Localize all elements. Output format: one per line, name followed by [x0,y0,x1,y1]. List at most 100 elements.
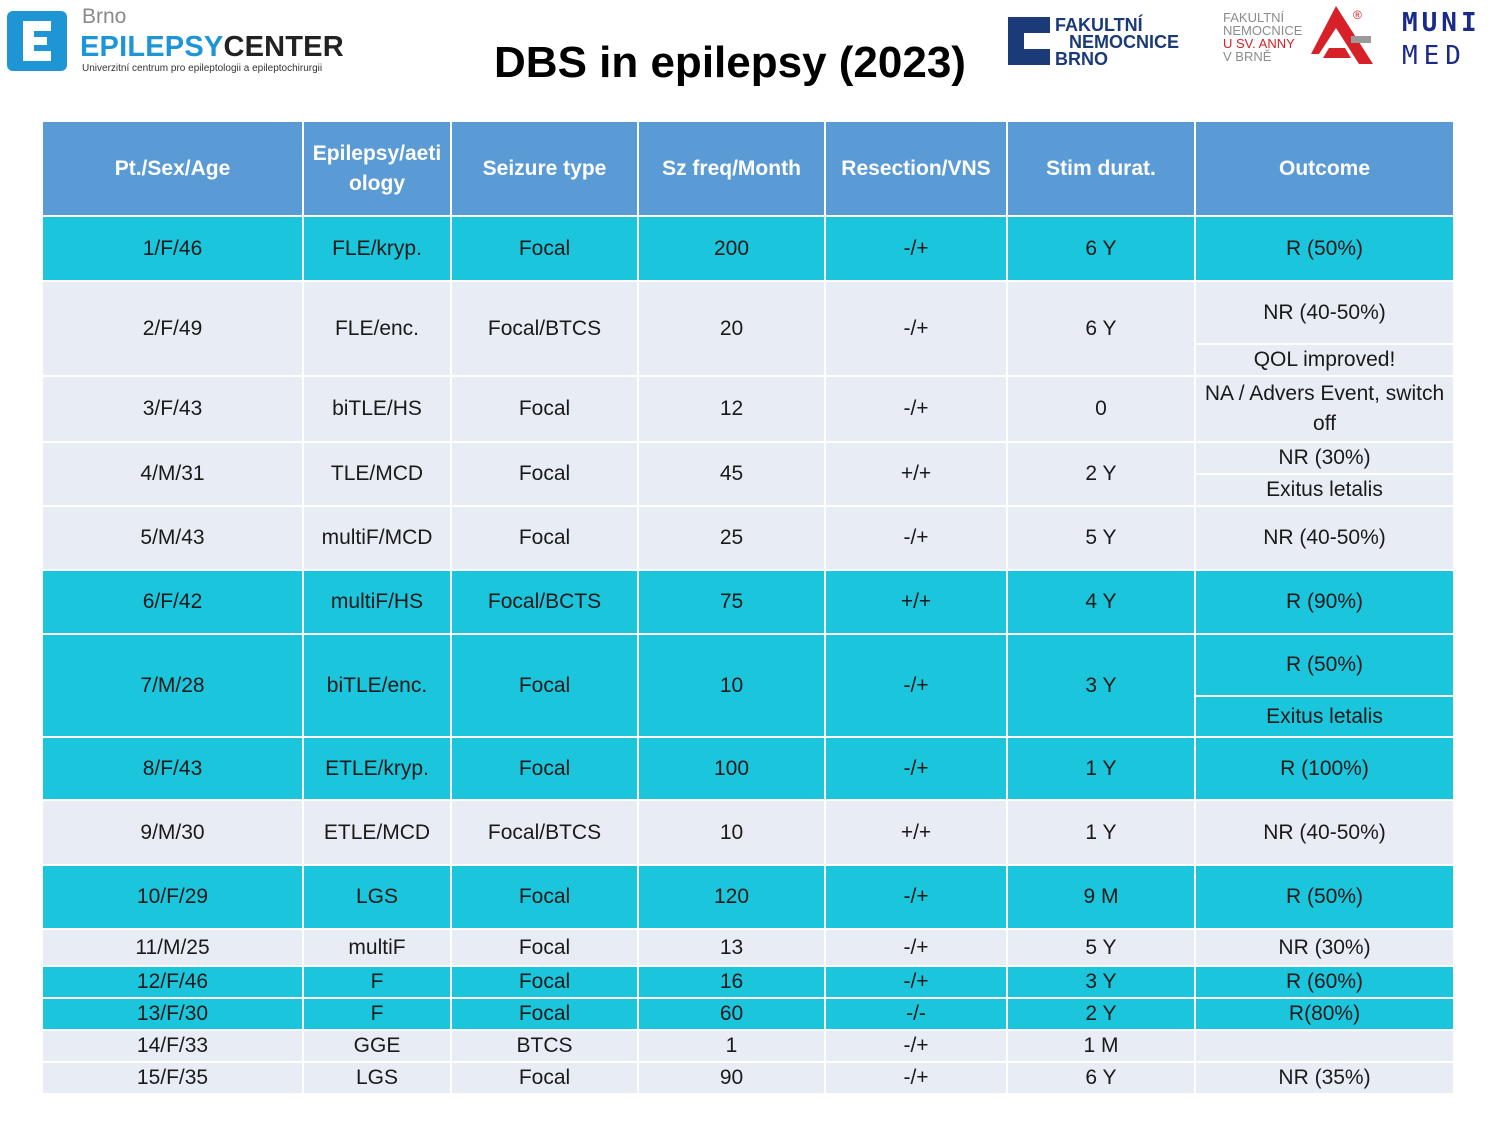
cell-outcome: NR (30%) [1194,928,1455,967]
table-row-continuation: QOL improved! [42,343,1455,377]
muni-text: MUNI [1402,8,1481,38]
fn-brno-text: FAKULTNÍ NEMOCNICE BRNO [1055,15,1179,69]
cell-resection-vns: -/+ [824,280,1008,377]
cell-sz-freq: 10 [637,633,826,738]
table-row: 4/M/31 TLE/MCD Focal 45 +/+ 2 Y NR (30%) [41,441,1455,507]
cell-outcome [1194,1029,1455,1063]
cell-aetiology: TLE/MCD [302,441,452,507]
table-row: 11/M/25 multiF Focal 13 -/+ 5 Y NR (30%) [41,928,1455,967]
cell-resection-vns: -/+ [824,965,1008,999]
anna-text: FAKULTNÍ NEMOCNICE U SV. ANNY V BRNĚ [1223,11,1302,63]
cell-outcome: R(80%) [1194,997,1455,1031]
cell-patient: 13/F/30 [41,997,304,1031]
cell-stim-duration: 2 Y [1006,441,1196,507]
cell-stim-duration: 4 Y [1006,569,1196,635]
cell-outcome: R (90%) [1194,569,1455,635]
cell-outcome-note: Exitus letalis [1194,695,1455,738]
cell-outcome: R (60%) [1194,965,1455,999]
anna-line2: NEMOCNICE [1223,23,1303,38]
cell-aetiology: GGE [302,1029,452,1063]
cell-seizure-type: Focal [450,1061,639,1095]
cell-resection-vns: +/+ [824,799,1008,866]
table-row: 9/M/30 ETLE/MCD Focal/BTCS 10 +/+ 1 Y NR… [41,799,1455,866]
cell-patient: 12/F/46 [41,965,304,999]
cell-stim-duration: 3 Y [1006,633,1196,738]
table-row: 14/F/33 GGE BTCS 1 -/+ 1 M [41,1029,1455,1063]
cell-patient: 15/F/35 [41,1061,304,1095]
cell-stim-duration: 1 Y [1006,736,1196,801]
cell-seizure-type: Focal/BTCS [450,799,639,866]
cell-seizure-type: BTCS [450,1029,639,1063]
cell-stim-duration: 6 Y [1006,1061,1196,1095]
cell-seizure-type: Focal [450,505,639,571]
column-header: Stim durat. [1006,120,1196,217]
table-row: 5/M/43 multiF/MCD Focal 25 -/+ 5 Y NR (4… [41,505,1455,571]
cell-stim-duration: 5 Y [1006,928,1196,967]
cell-aetiology: F [302,997,452,1031]
anna-line1: FAKULTNÍ [1223,10,1285,25]
logo-subtitle: Univerzitní centrum pro epileptologii a … [82,63,323,74]
cell-resection-vns: +/+ [824,441,1008,507]
cell-seizure-type: Focal [450,441,639,507]
page-title: DBS in epilepsy (2023) [494,38,966,87]
cell-aetiology: biTLE/HS [302,375,452,443]
cell-outcome: NR (30%) [1194,441,1455,475]
cell-outcome: NR (40-50%) [1194,505,1455,571]
dbs-patient-table: Pt./Sex/Age Epilepsy/aeti ology Seizure … [41,120,1455,1095]
table-row: 1/F/46 FLE/kryp. Focal 200 -/+ 6 Y R (50… [41,215,1455,282]
cell-seizure-type: Focal [450,997,639,1031]
cell-patient: 10/F/29 [41,864,304,930]
logo-name-part2: CENTER [223,31,344,63]
column-header: Resection/VNS [824,120,1008,217]
fn-anna-logo: FAKULTNÍ NEMOCNICE U SV. ANNY V BRNĚ ® [1223,6,1393,66]
cell-sz-freq: 12 [637,375,826,443]
cell-stim-duration: 2 Y [1006,997,1196,1031]
cell-seizure-type: Focal [450,215,639,282]
cell-aetiology: LGS [302,1061,452,1095]
table-row: 10/F/29 LGS Focal 120 -/+ 9 M R (50%) [41,864,1455,930]
cell-aetiology: ETLE/MCD [302,799,452,866]
table-row: 3/F/43 biTLE/HS Focal 12 -/+ 0 NA / Adve… [41,375,1455,443]
cell-outcome: R (50%) [1194,864,1455,930]
cell-seizure-type: Focal/BCTS [450,569,639,635]
cell-outcome: R (50%) [1194,215,1455,282]
cell-patient: 3/F/43 [41,375,304,443]
cell-patient: 9/M/30 [41,799,304,866]
fn-line3: BRNO [1055,49,1108,69]
cell-seizure-type: Focal/BTCS [450,280,639,377]
e-letter-icon [7,11,67,71]
cell-outcome-note: QOL improved! [1194,343,1455,377]
column-header: Sz freq/Month [637,120,826,217]
table-header-row: Pt./Sex/Age Epilepsy/aeti ology Seizure … [41,120,1455,217]
cell-resection-vns: -/+ [824,736,1008,801]
cell-patient: 8/F/43 [41,736,304,801]
cell-stim-duration: 9 M [1006,864,1196,930]
cell-sz-freq: 1 [637,1029,826,1063]
cell-stim-duration: 1 Y [1006,799,1196,866]
cell-patient: 6/F/42 [41,569,304,635]
cell-sz-freq: 60 [637,997,826,1031]
cell-outcome: NR (40-50%) [1194,280,1455,345]
cell-outcome: NA / Advers Event, switch off [1194,375,1455,443]
cell-stim-duration: 6 Y [1006,215,1196,282]
cell-seizure-type: Focal [450,864,639,930]
cell-seizure-type: Focal [450,375,639,443]
cell-sz-freq: 16 [637,965,826,999]
cell-outcome-note: Exitus letalis [1194,473,1455,507]
fn-brno-logo: FAKULTNÍ NEMOCNICE BRNO [1008,15,1203,69]
cell-seizure-type: Focal [450,633,639,738]
cell-aetiology: FLE/enc. [302,280,452,377]
cell-stim-duration: 0 [1006,375,1196,443]
cell-resection-vns: -/+ [824,215,1008,282]
cell-resection-vns: -/- [824,997,1008,1031]
cell-sz-freq: 25 [637,505,826,571]
cell-aetiology: multiF/HS [302,569,452,635]
cell-sz-freq: 20 [637,280,826,377]
fn-line1: FAKULTNÍ [1055,15,1143,35]
cell-resection-vns: -/+ [824,505,1008,571]
cell-sz-freq: 100 [637,736,826,801]
cell-patient: 11/M/25 [41,928,304,967]
cell-aetiology: ETLE/kryp. [302,736,452,801]
cell-stim-duration: 6 Y [1006,280,1196,377]
cell-patient: 7/M/28 [41,633,304,738]
